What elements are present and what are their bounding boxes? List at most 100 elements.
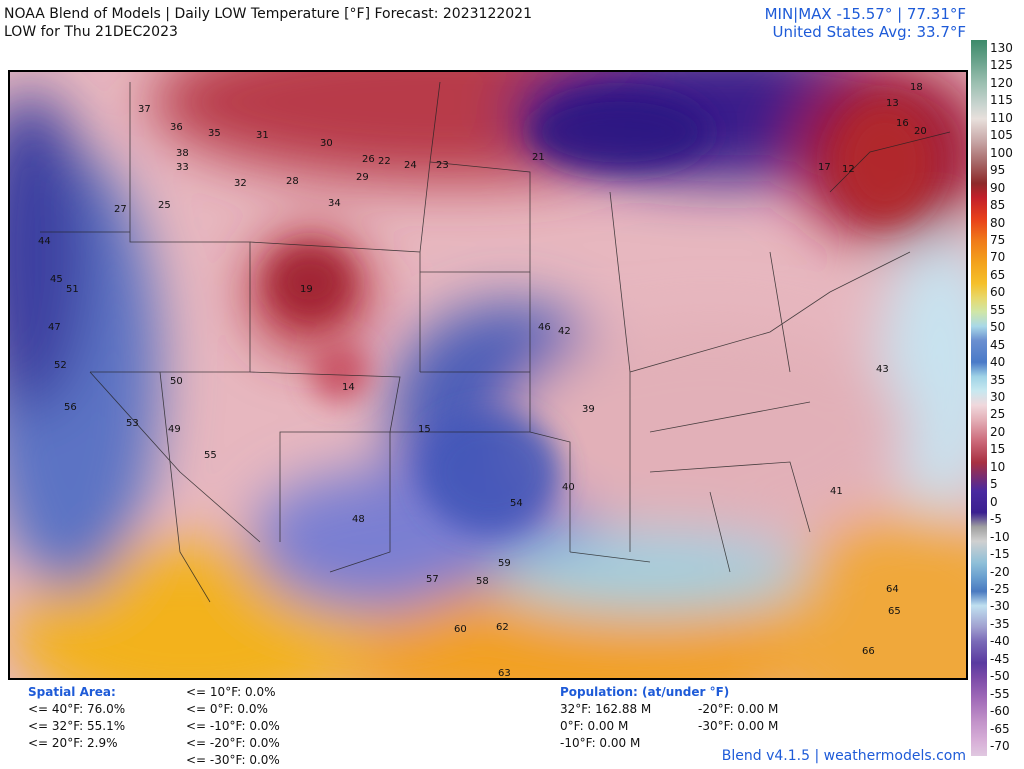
map-label: 59: [498, 558, 511, 569]
legend-tick-label: 130: [990, 41, 1013, 55]
spatial-area-left: Spatial Area: <= 40°F: 76.0% <= 32°F: 55…: [28, 684, 125, 752]
legend-tick-label: 35: [990, 372, 1006, 387]
map-label: 48: [352, 514, 365, 525]
map-label: 21: [532, 152, 545, 163]
legend-tick-label: -55: [990, 686, 1010, 701]
legend-tick-label: 20: [990, 424, 1006, 439]
map-label: 14: [342, 382, 355, 393]
legend-tick-label: -70: [990, 739, 1010, 753]
title-line-2: LOW for Thu 21DEC2023: [4, 24, 178, 40]
legend-tick-label: 125: [990, 58, 1013, 73]
legend-tick-label: -65: [990, 721, 1010, 736]
map-label: 45: [50, 274, 63, 285]
spatial-row: <= 32°F: 55.1%: [28, 719, 126, 733]
footer-credit[interactable]: Blend v4.1.5 | weathermodels.com: [721, 748, 966, 764]
map-label: 43: [876, 364, 889, 375]
map-label: 40: [562, 482, 575, 493]
map-label: 39: [582, 404, 595, 415]
population-row: -30°F: 0.00 M: [698, 719, 779, 733]
legend-tick-label: 110: [990, 110, 1013, 125]
map-label: 13: [886, 98, 899, 109]
us-average-text: United States Avg: 33.7°F: [772, 23, 966, 41]
map-label: 20: [914, 126, 927, 137]
map-label: 55: [204, 450, 217, 461]
map-label: 24: [404, 160, 417, 171]
population-title: Population: (at/under °F): [560, 685, 730, 699]
map-label: 22: [378, 156, 391, 167]
map-label: 16: [896, 118, 909, 129]
map-label: 41: [830, 486, 843, 497]
map-label: 12: [842, 164, 855, 175]
legend-tick-label: 5: [990, 477, 998, 492]
map-label: 44: [38, 236, 51, 247]
map-label: 62: [496, 622, 509, 633]
map-label: 58: [476, 576, 489, 587]
map-label: 54: [510, 498, 523, 509]
map-label: 32: [234, 178, 247, 189]
map-label: 65: [888, 606, 901, 617]
map-label: 57: [426, 574, 439, 585]
legend-tick-label: 85: [990, 198, 1006, 213]
legend-tick-label: 10: [990, 459, 1006, 474]
color-legend: 130 125 120 115 110 105 100 95 90 85 80 75 70 65 60 55 5…: [968, 40, 1024, 756]
map-label: 47: [48, 322, 61, 333]
map-label: 46: [538, 322, 551, 333]
map-label: 60: [454, 624, 467, 635]
map-label: 27: [114, 204, 127, 215]
map-canvas: 37 36 35 31 30 26 22 24 23 21 17 18 13 1…: [10, 72, 966, 678]
legend-tick-label: 80: [990, 215, 1006, 230]
state-borders: [40, 81, 951, 603]
legend-tick-label: 105: [990, 128, 1013, 143]
map-label: 18: [910, 82, 923, 93]
legend-tick-label: 40: [990, 355, 1006, 370]
population-right: -20°F: 0.00 M -30°F: 0.00 M: [698, 701, 778, 735]
map-label: 15: [418, 424, 431, 435]
legend-tick-label: -20: [990, 564, 1010, 579]
map-label: 38: [176, 148, 189, 159]
title-line-1: NOAA Blend of Models | Daily LOW Tempera…: [4, 6, 532, 22]
population-row: -10°F: 0.00 M: [560, 736, 641, 750]
legend-tick-label: 90: [990, 180, 1006, 195]
map-label: 26: [362, 154, 375, 165]
legend-tick-label: 25: [990, 407, 1006, 422]
map-label: 25: [158, 200, 171, 211]
map-label: 34: [328, 198, 341, 209]
legend-tick-label: 45: [990, 337, 1006, 352]
stats-header: MIN|MAX -15.57° | 77.31°F United States …: [765, 5, 966, 41]
map-label: 30: [320, 138, 333, 149]
spatial-row: <= -10°F: 0.0%: [186, 719, 280, 733]
legend-tick-label: -50: [990, 669, 1010, 684]
legend-tick-label: 60: [990, 285, 1006, 300]
map-label: 23: [436, 160, 449, 171]
map-label: 17: [818, 162, 831, 173]
spatial-row: <= 40°F: 76.0%: [28, 702, 126, 716]
spatial-row: <= -30°F: 0.0%: [186, 753, 280, 767]
population-row: 32°F: 162.88 M: [560, 702, 652, 716]
map-label: 56: [64, 402, 77, 413]
map-number-labels: 37 36 35 31 30 26 22 24 23 21 17 18 13 1…: [38, 82, 927, 678]
legend-tick-label: 15: [990, 442, 1006, 457]
map-label: 49: [168, 424, 181, 435]
map-label: 31: [256, 130, 269, 141]
map-label: 28: [286, 176, 299, 187]
spatial-row: <= 20°F: 2.9%: [28, 736, 118, 750]
map-label: 37: [138, 104, 151, 115]
population-row: -20°F: 0.00 M: [698, 702, 779, 716]
legend-tick-label: 55: [990, 302, 1006, 317]
legend-tick-label: -25: [990, 581, 1010, 596]
legend-tick-label: -40: [990, 634, 1010, 649]
legend-tick-label: -60: [990, 704, 1010, 719]
minmax-text: MIN|MAX -15.57° | 77.31°F: [764, 5, 966, 23]
spatial-row: <= 10°F: 0.0%: [186, 685, 276, 699]
temperature-map: 37 36 35 31 30 26 22 24 23 21 17 18 13 1…: [8, 70, 968, 680]
legend-tick-label: 50: [990, 320, 1006, 335]
legend-tick-label: 0: [990, 494, 998, 509]
legend-colorbar: [971, 40, 987, 756]
map-label: 51: [66, 284, 79, 295]
legend-tick-label: 30: [990, 390, 1006, 404]
legend-tick-label: -15: [990, 547, 1010, 562]
map-label: 29: [356, 172, 369, 183]
legend-tick-label: -35: [990, 616, 1010, 631]
legend-tick-label: -30: [990, 599, 1010, 614]
legend-tick-label: 75: [990, 232, 1006, 247]
